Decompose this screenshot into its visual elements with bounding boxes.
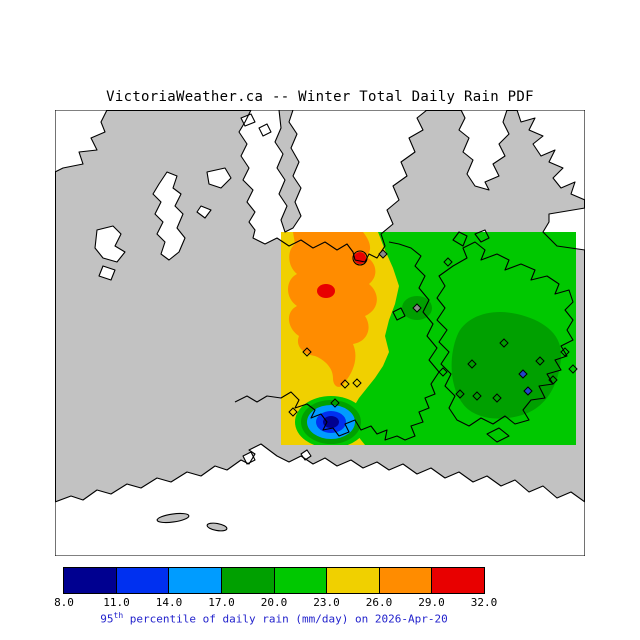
colorbar-ticks: 8.0 11.0 14.0 17.0 20.0 23.0 26.0 29.0 32.0 [54, 596, 497, 610]
colorbar-tick: 17.0 [208, 596, 235, 609]
rain-min-core-navy [323, 416, 339, 428]
station-marker [523, 386, 533, 396]
station-marker [467, 359, 477, 369]
chart-title: VictoriaWeather.ca -- Winter Total Daily… [106, 89, 534, 105]
station-marker [288, 407, 298, 417]
caption-superscript: th [113, 611, 124, 620]
station-marker [438, 367, 448, 377]
station-marker [560, 347, 570, 357]
colorbar-tick: 20.0 [260, 596, 288, 609]
colorbar-tick: 32.0 [470, 596, 498, 609]
colorbar-segment [221, 568, 275, 593]
weather-map [55, 110, 585, 556]
colorbar-segment [169, 568, 222, 593]
caption-rest: percentile of daily rain (mm/day) on 202… [123, 612, 448, 626]
contour-orange-blob [288, 232, 377, 387]
colorbar-segment [116, 568, 170, 593]
station-marker [548, 375, 558, 385]
station-markers [288, 249, 578, 417]
colorbar-segment [432, 568, 484, 593]
station-marker [352, 378, 362, 388]
colorbar [63, 567, 485, 594]
colorbar-segment [274, 568, 328, 593]
colorbar-segment [64, 568, 117, 593]
contour-darkgreen-region [451, 312, 562, 419]
colorbar-tick: 23.0 [313, 596, 340, 609]
station-marker [455, 389, 465, 399]
colorbar-tick: 11.0 [103, 596, 130, 609]
station-marker [472, 391, 482, 401]
caption-prefix: 95 [100, 612, 114, 626]
colorbar-tick: 29.0 [418, 596, 445, 609]
colorbar-segment [379, 568, 433, 593]
station-marker [340, 379, 350, 389]
colorbar-tick: 26.0 [365, 596, 393, 609]
station-marker [518, 369, 528, 379]
colorbar-tick: 14.0 [155, 596, 183, 609]
station-marker [535, 356, 545, 366]
colorbar-tick: 8.0 [54, 596, 74, 609]
data-field [281, 232, 576, 445]
station-marker [499, 338, 509, 348]
station-marker [492, 393, 502, 403]
station-marker [378, 249, 388, 259]
colorbar-segment [327, 568, 380, 593]
bay-red-fill [354, 252, 366, 264]
station-marker [568, 364, 578, 374]
station-marker [412, 303, 422, 313]
contour-red-spot [317, 284, 335, 298]
colorbar-caption: 95th percentile of daily rain (mm/day) o… [63, 611, 485, 626]
station-marker [330, 398, 340, 408]
station-marker [302, 347, 312, 357]
station-marker [443, 257, 453, 267]
